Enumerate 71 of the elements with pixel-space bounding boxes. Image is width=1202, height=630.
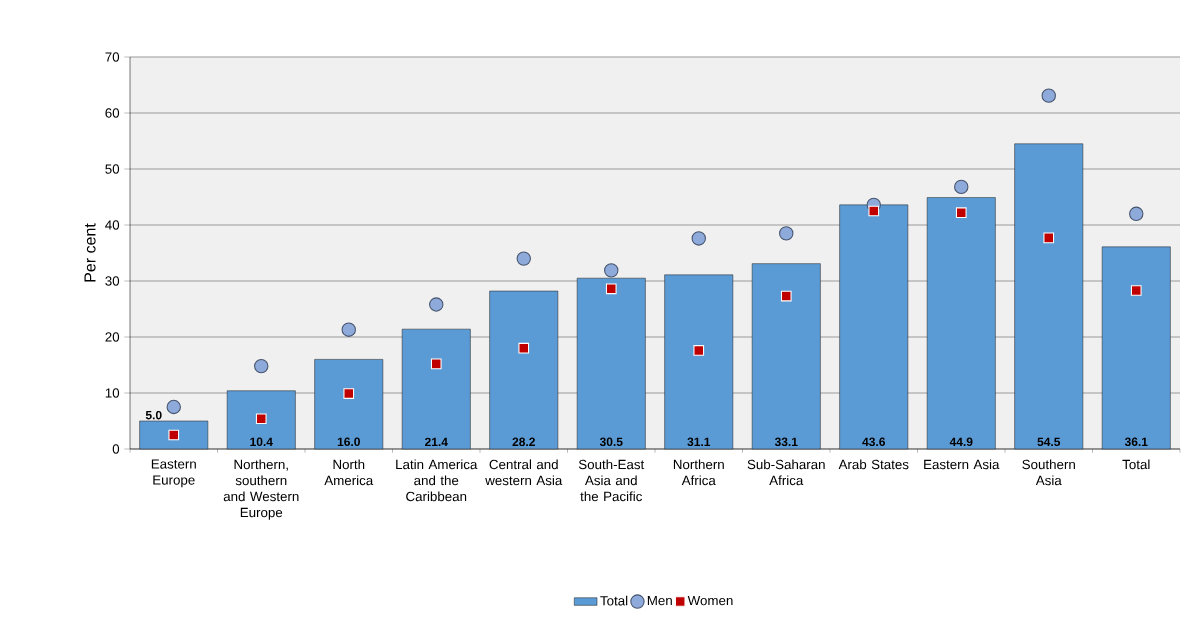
data-label: 36.1 (1124, 437, 1148, 447)
point (604, 263, 619, 278)
point (780, 290, 792, 302)
x-tick-label: Eastern Europe (151, 459, 196, 488)
y-tick-label: 70 (105, 52, 120, 62)
bar (139, 420, 209, 450)
x-tick-label: South-East Asia and the Pacific (578, 459, 645, 502)
x-tick-label: North America (324, 459, 374, 486)
bar (1014, 143, 1084, 450)
point (341, 322, 356, 337)
bar (314, 359, 384, 450)
x-tick-label: Total (1122, 459, 1150, 470)
x-tick-label: Central and western Asia (485, 459, 563, 486)
bar (751, 263, 821, 450)
bar (489, 290, 559, 450)
data-label: 28.2 (512, 437, 535, 447)
data-label: 44.9 (949, 437, 973, 447)
point (955, 207, 967, 219)
y-tick-label: 50 (105, 164, 120, 174)
bar (839, 204, 909, 450)
bar (1101, 246, 1171, 450)
legend-label: Total (600, 595, 628, 606)
data-label: 30.5 (599, 437, 623, 447)
point (693, 345, 705, 356)
point (429, 297, 444, 312)
point (516, 251, 531, 266)
point (343, 388, 355, 399)
point (168, 429, 180, 441)
point (868, 205, 880, 217)
data-label: 54.5 (1037, 437, 1061, 447)
point (954, 179, 969, 195)
point (779, 226, 794, 241)
point (1129, 206, 1144, 221)
bar (926, 197, 996, 450)
bar (664, 274, 734, 450)
legend-label: Women (687, 595, 733, 606)
point (518, 342, 530, 354)
y-tick-label: 60 (105, 108, 120, 118)
point (691, 231, 706, 246)
data-label: 33.1 (774, 437, 798, 447)
y-tick-label: 20 (105, 332, 120, 342)
y-axis-title: Per cent (84, 223, 96, 282)
x-tick-label: Eastern Asia (924, 459, 1000, 470)
point (430, 358, 442, 370)
x-tick-label: Northern, southern and Western Europe (223, 459, 299, 520)
y-tick-label: 30 (105, 276, 120, 286)
data-label: 43.6 (862, 437, 885, 447)
point (1130, 285, 1142, 296)
bar (226, 390, 296, 450)
y-tick-label: 40 (105, 220, 120, 230)
legend-label: Men (647, 595, 672, 606)
data-label: 31.1 (687, 437, 711, 447)
y-tick-label: 0 (112, 444, 120, 454)
x-tick-label: Latin America and the Caribbean (396, 459, 478, 502)
data-label: 5.0 (145, 410, 162, 420)
bar (576, 277, 646, 450)
y-tick-label: 10 (105, 388, 120, 398)
bar (401, 328, 471, 450)
point (1041, 88, 1056, 103)
point (166, 399, 181, 415)
point (605, 283, 617, 295)
x-tick-label: Sub-Saharan Africa (747, 459, 825, 486)
data-label: 16.0 (337, 437, 360, 447)
data-label: 21.4 (425, 437, 448, 447)
point (255, 413, 267, 425)
point (1043, 232, 1055, 244)
x-tick-label: Southern Asia (1022, 459, 1075, 486)
point (254, 358, 269, 374)
x-tick-label: Northern Africa (673, 459, 724, 486)
data-label: 10.4 (250, 437, 273, 447)
x-tick-label: Arab States (838, 459, 909, 470)
